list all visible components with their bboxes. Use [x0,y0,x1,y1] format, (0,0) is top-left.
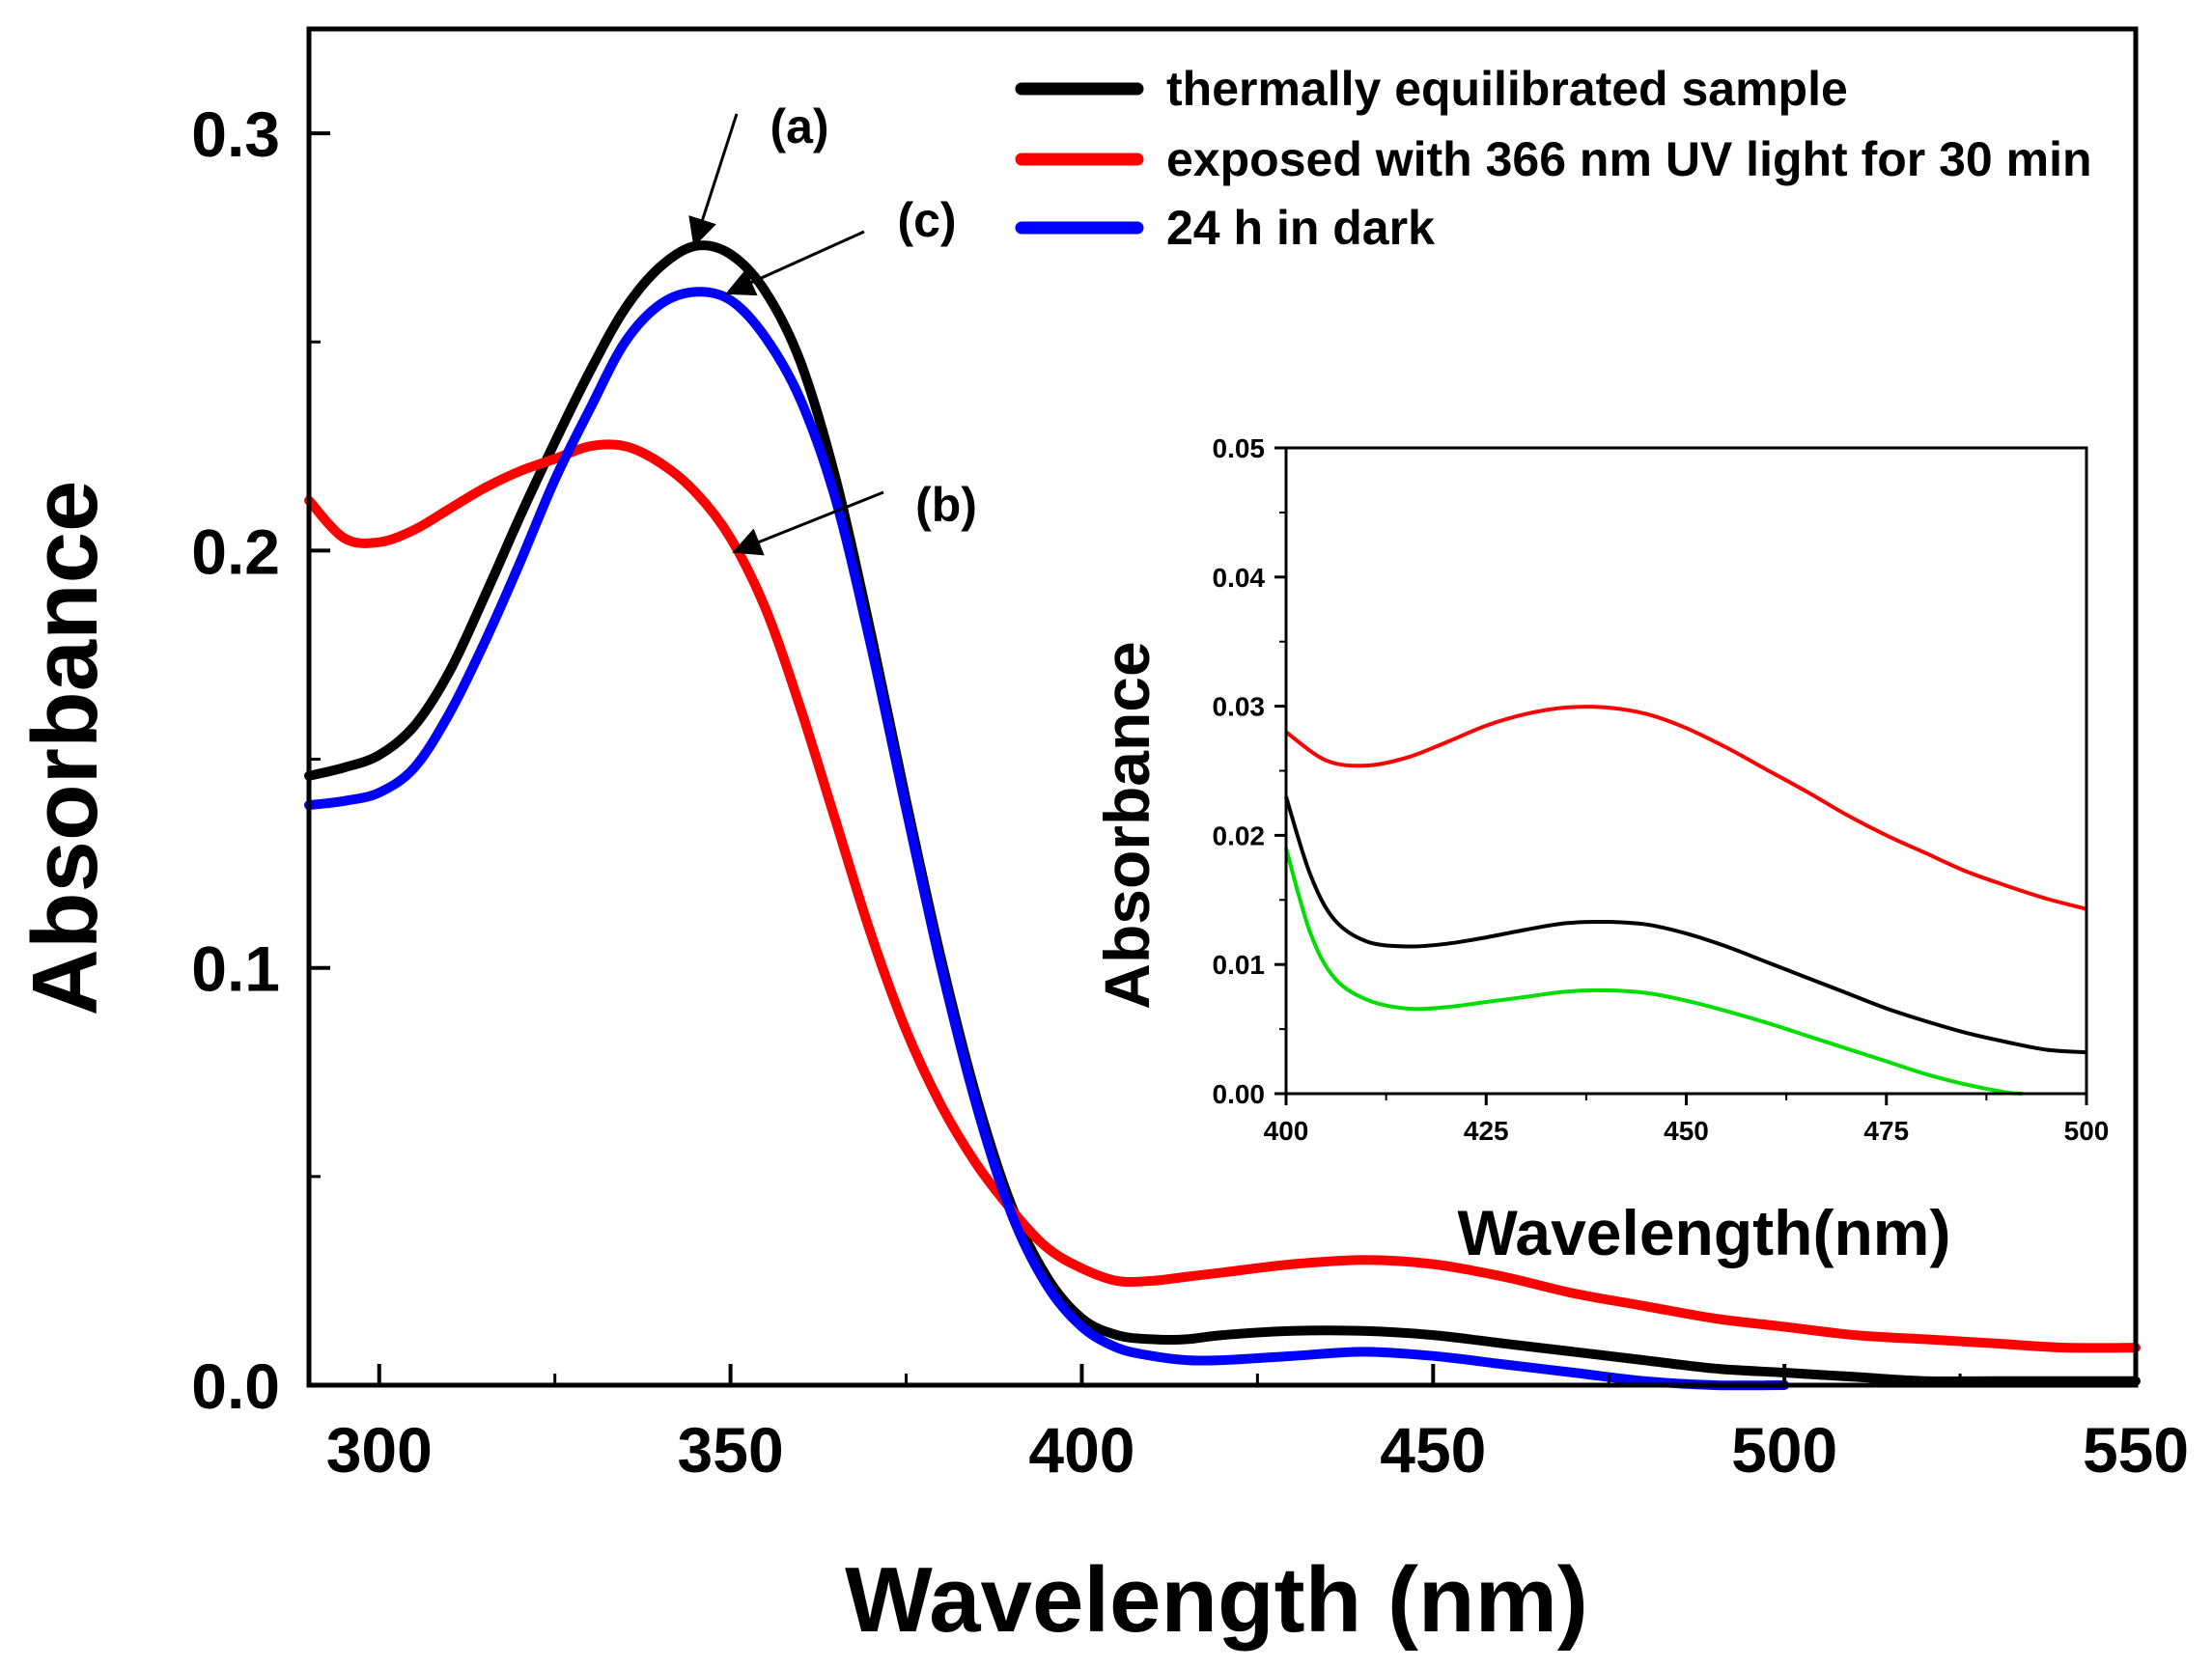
inset-series-line-1 [1284,795,2087,1055]
annotation-arrow-1 [725,230,865,296]
main-ticks: 300 350 400 450 500 550 0.0 0.1 0.2 0.3 [191,98,2189,1486]
inset-background [1286,448,2086,1094]
main-x-tick-label: 350 [678,1414,784,1486]
inset-x-tick-label: 400 [1264,1116,1309,1146]
inset-series-group [1284,705,2087,1096]
main-x-axis-label: Wavelength (nm) [845,1548,1588,1652]
inset-y-tick-label: 0.02 [1213,820,1266,850]
annotation-label-2: (b) [915,478,977,532]
annotation-arrow-0 [688,113,739,248]
inset-y-tick-label: 0.03 [1213,692,1266,722]
annotation-arrow-2 [732,490,884,556]
main-y-tick-label: 0.0 [191,1350,280,1422]
legend-label-0: thermally equilibrated sample [1166,62,1848,116]
inset-x-tick-label: 500 [2064,1116,2110,1146]
main-x-tick-label: 300 [326,1414,433,1486]
inset-y-axis-label: Absorbance [1091,641,1162,1009]
main-x-tick-label: 550 [2083,1414,2189,1486]
main-y-axis-label: Absorbance [14,481,117,1016]
inset-x-axis-label: Wavelength(nm) [1458,1197,1951,1268]
inset-y-tick-label: 0.01 [1213,950,1266,980]
inset-x-tick-label: 425 [1464,1116,1509,1146]
main-x-tick-label: 450 [1380,1414,1486,1486]
main-plot-frame [306,26,2139,1388]
inset-y-tick-label: 0.00 [1213,1079,1266,1109]
main-x-tick-label: 400 [1028,1414,1134,1486]
inset-y-tick-label: 0.04 [1213,563,1266,593]
annotations: (a) (c) (b) [688,99,977,556]
main-series-line-1 [304,439,2141,1353]
main-y-tick-label: 0.3 [191,98,280,170]
legend: thermally equilibrated sample exposed wit… [1015,62,2092,255]
main-y-tick-label: 0.2 [191,515,280,587]
inset-series-line-2 [1284,848,2023,1096]
main-y-tick-label: 0.1 [191,933,280,1005]
inset-x-tick-label: 475 [1863,1116,1909,1146]
inset-x-tick-label: 450 [1664,1116,1709,1146]
legend-label-2: 24 h in dark [1166,201,1435,255]
inset-y-tick-label: 0.05 [1213,433,1266,463]
main-series-line-2 [304,287,1790,1391]
main-series-group [304,240,2141,1391]
inset-ticks: 400 425 450 475 500 0.00 0.01 0.02 0.03 0.04 0.05 [1213,433,2110,1146]
inset-series-line-0 [1284,705,2087,911]
legend-label-1: exposed with 366 nm UV light for 30 min [1166,132,2092,186]
main-x-tick-label: 500 [1731,1414,1837,1486]
annotation-label-1: (c) [897,193,956,247]
annotation-label-0: (a) [770,99,828,153]
